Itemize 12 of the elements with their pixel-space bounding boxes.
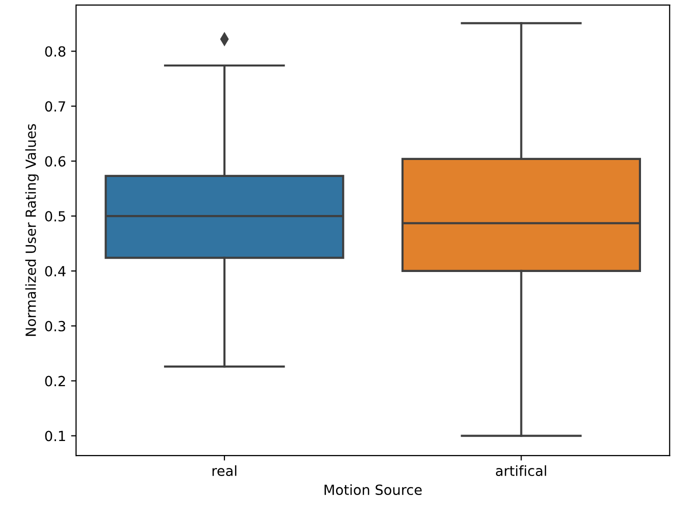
y-tick-label: 0.1	[45, 430, 66, 442]
x-tick-label: artifical	[496, 465, 546, 476]
y-tick-label: 0.4	[45, 266, 66, 276]
y-tick-label: 0.8	[45, 46, 66, 57]
y-tick-label: 0.5	[45, 211, 66, 222]
y-axis-title: Normalized User Rating Values	[25, 124, 39, 336]
x-axis-title: Motion Source	[324, 484, 422, 496]
y-tick-label: 0.6	[45, 156, 66, 167]
x-tick-label: real	[212, 465, 236, 476]
y-tick-label: 0.3	[45, 320, 66, 332]
y-tick-label: 0.7	[45, 101, 66, 112]
y-tick-label: 0.2	[45, 376, 65, 386]
